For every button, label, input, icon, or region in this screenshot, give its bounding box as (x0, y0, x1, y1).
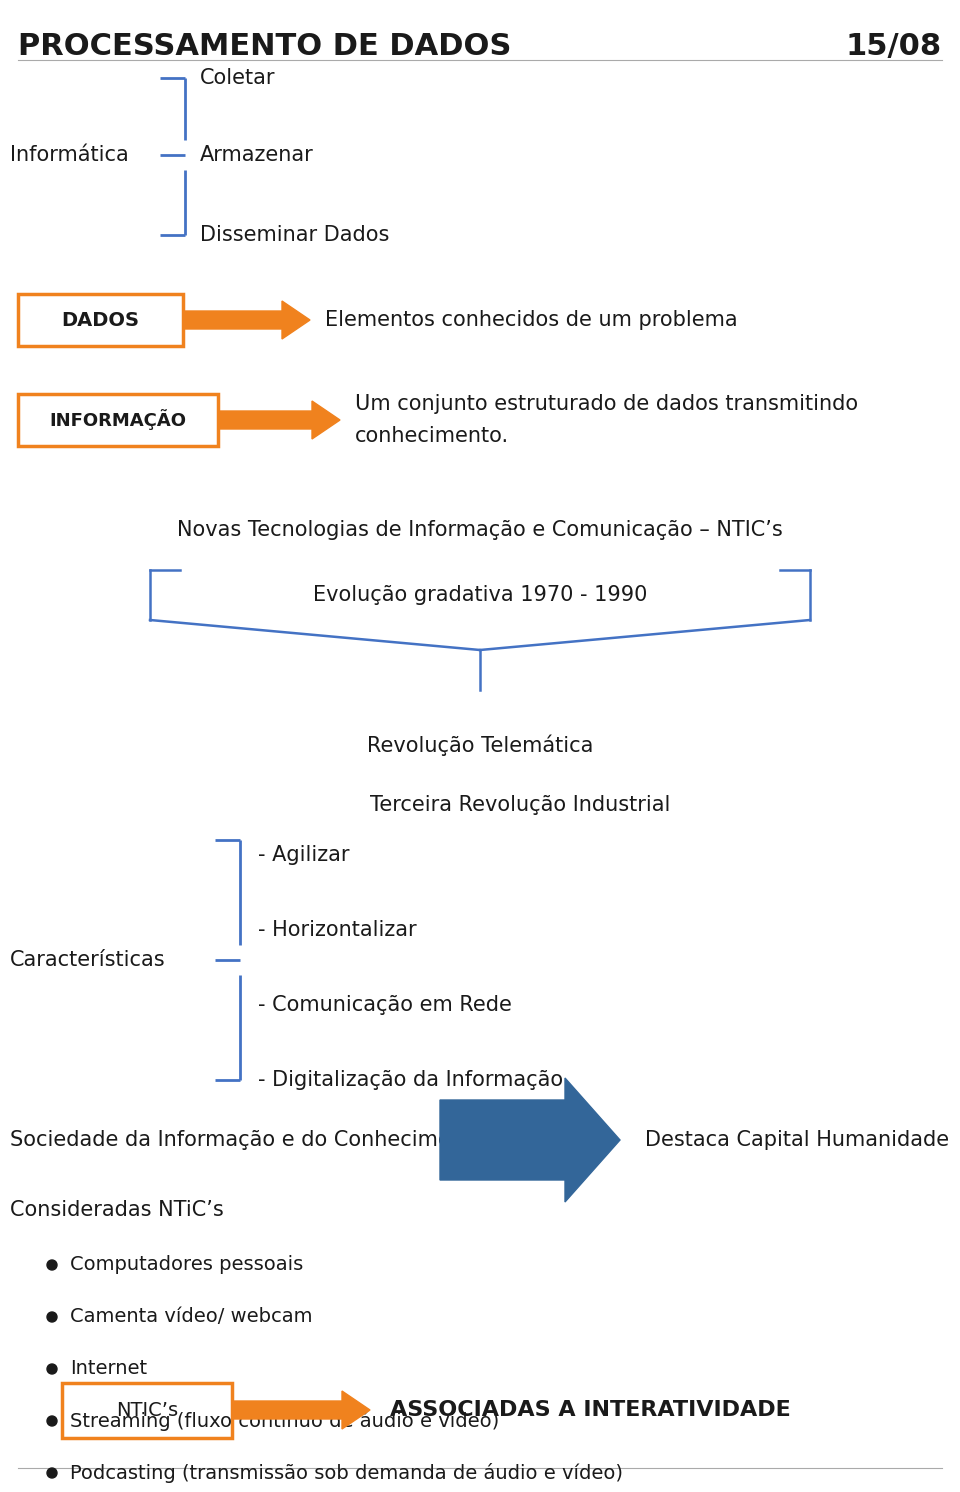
Text: Evolução gradativa 1970 - 1990: Evolução gradativa 1970 - 1990 (313, 585, 647, 604)
Text: Camenta vídeo/ webcam: Camenta vídeo/ webcam (70, 1307, 313, 1326)
Text: - Digitalização da Informação: - Digitalização da Informação (258, 1070, 564, 1091)
Polygon shape (232, 1391, 370, 1429)
Text: Streaming (fluxo contínuo de áudio e vídeo): Streaming (fluxo contínuo de áudio e víd… (70, 1411, 499, 1431)
Text: NTIC’s: NTIC’s (116, 1401, 178, 1419)
Text: Terceira Revolução Industrial: Terceira Revolução Industrial (370, 795, 670, 815)
Text: PROCESSAMENTO DE DADOS: PROCESSAMENTO DE DADOS (18, 31, 512, 61)
Text: Informática: Informática (10, 145, 129, 166)
Text: Um conjunto estruturado de dados transmitindo: Um conjunto estruturado de dados transmi… (355, 394, 858, 413)
Text: - Comunicação em Rede: - Comunicação em Rede (258, 995, 512, 1015)
Text: Armazenar: Armazenar (200, 145, 314, 166)
Circle shape (47, 1468, 57, 1479)
FancyBboxPatch shape (18, 394, 218, 446)
Circle shape (47, 1364, 57, 1374)
Text: conhecimento.: conhecimento. (355, 427, 509, 446)
Text: 15/08: 15/08 (846, 31, 942, 61)
Circle shape (47, 1261, 57, 1270)
Text: Disseminar Dados: Disseminar Dados (200, 225, 390, 245)
Text: Destaca Capital Humanidade: Destaca Capital Humanidade (645, 1129, 949, 1150)
Text: Características: Características (10, 950, 166, 970)
Text: Elementos conhecidos de um problema: Elementos conhecidos de um problema (325, 310, 737, 330)
Text: ASSOCIADAS A INTERATIVIDADE: ASSOCIADAS A INTERATIVIDADE (390, 1399, 791, 1420)
Text: Internet: Internet (70, 1359, 147, 1379)
Text: Novas Tecnologias de Informação e Comunicação – NTIC’s: Novas Tecnologias de Informação e Comuni… (178, 521, 782, 540)
Text: Revolução Telemática: Revolução Telemática (367, 734, 593, 756)
Text: INFORMAÇÃO: INFORMAÇÃO (50, 409, 186, 431)
Text: Sociedade da Informação e do Conhecimento: Sociedade da Informação e do Conheciment… (10, 1129, 485, 1150)
Text: Consideradas NTiC’s: Consideradas NTiC’s (10, 1200, 224, 1220)
Text: Computadores pessoais: Computadores pessoais (70, 1255, 303, 1274)
FancyBboxPatch shape (18, 294, 183, 346)
Polygon shape (183, 301, 310, 339)
Text: Podcasting (transmissão sob demanda de áudio e vídeo): Podcasting (transmissão sob demanda de á… (70, 1464, 623, 1483)
Polygon shape (218, 401, 340, 439)
Text: Coletar: Coletar (200, 69, 276, 88)
Polygon shape (440, 1079, 620, 1203)
Text: - Horizontalizar: - Horizontalizar (258, 921, 417, 940)
Circle shape (47, 1311, 57, 1322)
Text: - Agilizar: - Agilizar (258, 844, 349, 865)
Circle shape (47, 1416, 57, 1426)
Text: DADOS: DADOS (61, 310, 139, 330)
FancyBboxPatch shape (62, 1383, 232, 1437)
